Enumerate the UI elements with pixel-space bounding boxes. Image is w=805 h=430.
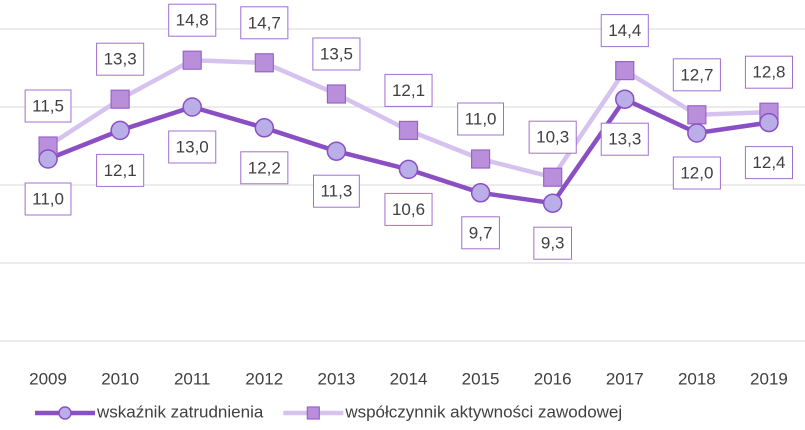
marker <box>543 167 563 187</box>
marker <box>687 123 707 143</box>
data-label-box <box>384 192 433 226</box>
data-label: 12,1 <box>104 161 137 180</box>
data-label-box <box>96 153 145 187</box>
data-label: 12,4 <box>752 153 785 172</box>
data-label: 13,5 <box>320 44 353 63</box>
data-label-box <box>168 3 217 37</box>
data-label-box <box>461 216 500 250</box>
x-tick-label: 2018 <box>678 369 716 388</box>
data-label-box <box>312 37 361 71</box>
marker <box>615 60 635 81</box>
data-label: 14,8 <box>176 11 209 30</box>
data-label: 13,0 <box>176 137 209 156</box>
data-label-box <box>384 73 433 107</box>
series-line <box>47 96 770 206</box>
data-label-box <box>672 156 721 190</box>
data-label-box <box>168 130 217 164</box>
data-label: 12,0 <box>680 163 713 182</box>
x-tick-label: 2015 <box>462 369 500 388</box>
x-tick-label: 2012 <box>245 369 283 388</box>
x-tick-label: 2014 <box>390 369 428 388</box>
marker <box>110 120 130 141</box>
data-label: 12,8 <box>752 63 785 82</box>
data-label: 13,3 <box>104 50 137 69</box>
data-label: 10,3 <box>536 128 569 147</box>
data-label-box <box>240 151 289 185</box>
data-label: 14,7 <box>248 13 281 32</box>
data-label-box <box>744 146 794 180</box>
marker <box>182 97 202 117</box>
marker <box>759 112 779 133</box>
data-label-box <box>96 42 145 76</box>
x-tick-label: 2009 <box>29 369 67 388</box>
marker <box>326 84 347 104</box>
data-label-box <box>528 120 577 154</box>
data-label: 14,4 <box>608 21 641 40</box>
marker <box>687 105 707 125</box>
data-label: 11,0 <box>465 109 497 128</box>
data-label: 11,0 <box>32 189 64 208</box>
data-label-box <box>240 6 289 40</box>
legend-label: współczynnik aktywności zawodowej <box>344 402 622 421</box>
marker <box>326 141 347 161</box>
data-label: 12,7 <box>680 65 713 84</box>
data-label-box <box>744 55 794 89</box>
marker <box>470 149 491 169</box>
marker <box>398 159 419 180</box>
x-tick-label: 2016 <box>534 369 572 388</box>
data-label-box <box>600 122 649 156</box>
data-label: 9,7 <box>469 223 493 242</box>
legend-marker <box>306 406 320 420</box>
marker <box>254 118 275 138</box>
x-tick-label: 2010 <box>101 369 139 388</box>
marker <box>470 183 491 203</box>
data-label: 12,2 <box>248 158 281 177</box>
data-label-box <box>600 14 649 48</box>
data-label: 11,3 <box>320 182 352 201</box>
data-label-box <box>312 174 360 208</box>
legend-label: wskaźnik zatrudnienia <box>96 402 264 421</box>
marker <box>38 149 58 169</box>
x-tick-label: 2011 <box>174 369 211 388</box>
data-label-box <box>672 58 721 92</box>
marker <box>615 89 635 109</box>
data-label-box <box>24 89 72 123</box>
x-tick-label: 2013 <box>317 369 355 388</box>
marker <box>110 89 130 109</box>
data-label: 13,3 <box>608 130 641 149</box>
marker <box>542 193 563 213</box>
data-label-box <box>533 226 573 260</box>
legend-marker <box>58 406 72 420</box>
marker <box>254 53 274 73</box>
data-label-box <box>24 182 72 216</box>
data-label: 9,3 <box>541 234 565 253</box>
data-label: 11,5 <box>32 96 64 115</box>
data-label: 12,1 <box>392 81 425 100</box>
marker <box>182 50 202 70</box>
marker <box>398 120 419 141</box>
data-label-box <box>457 102 505 136</box>
x-tick-label: 2017 <box>606 369 644 388</box>
x-tick-label: 2019 <box>750 369 788 388</box>
data-label: 10,6 <box>392 200 425 219</box>
